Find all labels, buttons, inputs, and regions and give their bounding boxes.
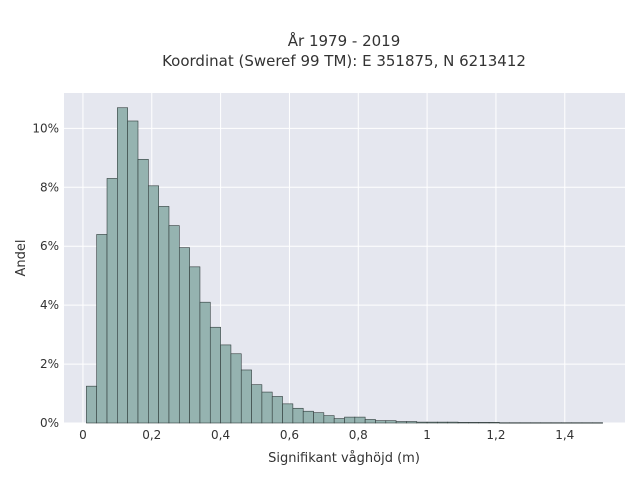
histogram-bar — [519, 422, 531, 424]
histogram-bar — [530, 422, 541, 424]
histogram-bar — [220, 344, 232, 424]
histogram-bar — [178, 247, 190, 424]
histogram-bar — [148, 185, 159, 424]
histogram-bar — [271, 396, 283, 424]
histogram-bar — [571, 422, 583, 424]
histogram-bar — [488, 422, 500, 424]
y-tick-label: 10% — [32, 121, 59, 135]
histogram-bar — [292, 407, 304, 424]
histogram-bar — [457, 422, 469, 424]
histogram-bar — [209, 326, 221, 424]
histogram-bar — [540, 422, 552, 424]
x-tick-label: 0 — [79, 428, 87, 442]
y-tick-label: 0% — [40, 416, 59, 430]
histogram-bar — [416, 421, 428, 424]
y-tick-label: 4% — [40, 298, 59, 312]
histogram-bar — [437, 421, 449, 424]
histogram-bar — [127, 120, 139, 424]
histogram-bar — [282, 403, 294, 424]
histogram-bar — [550, 422, 562, 424]
histogram-bar — [158, 206, 170, 424]
histogram-bar — [592, 422, 603, 424]
histogram-bar — [364, 419, 376, 424]
histogram-bar — [344, 416, 356, 424]
histogram-bar — [137, 158, 149, 424]
histogram-bar — [561, 422, 572, 424]
x-axis-title: Signifikant våghöjd (m) — [268, 451, 420, 466]
y-tick-label: 6% — [40, 239, 59, 253]
histogram-bar — [426, 421, 438, 424]
histogram-bar — [385, 420, 397, 424]
histogram-bar — [230, 353, 242, 424]
x-tick-label: 0,6 — [280, 428, 299, 442]
histogram-bar — [199, 301, 211, 424]
histogram-bar — [261, 391, 273, 424]
x-tick-label: 1 — [423, 428, 431, 442]
histogram-bar — [251, 384, 263, 424]
histogram-bar — [86, 385, 97, 424]
histogram-bar — [375, 420, 387, 424]
y-axis-ticks: 0% 2% 4% 6% 8% 10% — [32, 121, 59, 430]
histogram-bar — [323, 415, 335, 424]
x-tick-label: 1,2 — [486, 428, 505, 442]
histogram-bar — [333, 418, 345, 424]
y-tick-label: 8% — [40, 180, 59, 194]
x-tick-label: 0,8 — [349, 428, 368, 442]
histogram-bar — [406, 421, 418, 424]
chart-title-line-1: År 1979 - 2019 — [288, 31, 401, 50]
histogram-bar — [354, 416, 366, 424]
x-axis-ticks: 0 0,2 0,4 0,6 0,8 1 1,2 1,4 — [79, 428, 574, 442]
chart-title-line-2: Koordinat (Sweref 99 TM): E 351875, N 62… — [162, 52, 526, 70]
histogram-bar — [96, 234, 108, 424]
histogram-bar — [168, 225, 180, 424]
x-tick-label: 0,2 — [142, 428, 161, 442]
histogram-bar — [189, 266, 201, 424]
histogram-bar — [302, 410, 314, 424]
x-tick-label: 1,4 — [555, 428, 574, 442]
histogram-bar — [581, 422, 593, 424]
x-tick-label: 0,4 — [211, 428, 230, 442]
histogram-bar — [106, 178, 118, 424]
histogram-bar — [447, 421, 459, 424]
y-tick-label: 2% — [40, 357, 59, 371]
histogram-bar — [499, 422, 511, 424]
histogram-bar — [117, 107, 128, 424]
histogram-bar — [395, 421, 407, 424]
histogram-bar — [478, 422, 490, 424]
histogram-bar — [468, 422, 480, 424]
histogram-bars — [86, 107, 603, 424]
histogram-bar — [509, 422, 521, 424]
histogram-bar — [313, 412, 325, 424]
y-axis-title: Andel — [14, 240, 29, 277]
histogram-bar — [240, 369, 252, 424]
